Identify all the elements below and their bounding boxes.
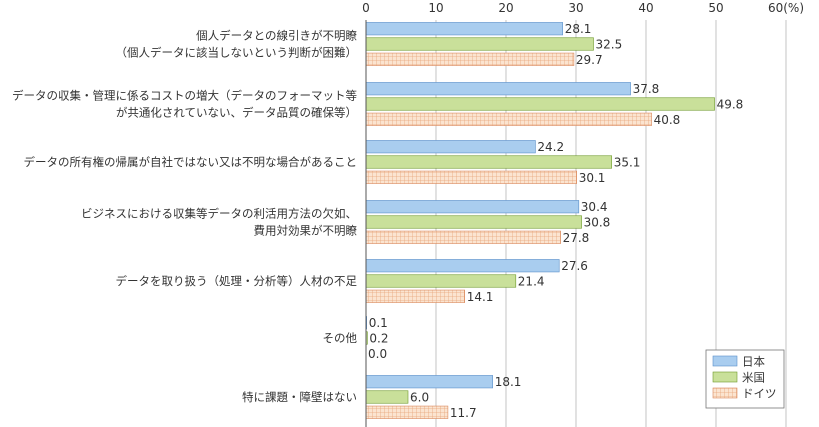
- category-label: が共通化されていない、データ品質の確保等）: [116, 106, 357, 120]
- category-labels: 個人データとの線引きが不明瞭 （個人データに該当しないという判断が困難） データの収…: [12, 29, 357, 405]
- legend-label: 日本: [742, 355, 765, 369]
- data-label: 14.1: [467, 290, 494, 304]
- category-label: （個人データに該当しないという判断が困難）: [116, 46, 358, 60]
- category-label: データの所有権の帰属が自社ではない又は不明な場合があること: [24, 155, 358, 169]
- data-label: 30.4: [581, 200, 608, 214]
- bar: [365, 274, 517, 288]
- bar: [365, 259, 560, 273]
- data-label: 27.8: [563, 231, 590, 245]
- category-label: ビジネスにおける収集等データの利活用方法の欠如、: [81, 207, 357, 221]
- category-label: 費用対効果が不明瞭: [254, 224, 358, 238]
- bar: [365, 97, 715, 111]
- bar: [365, 405, 449, 419]
- data-label: 21.4: [518, 275, 545, 289]
- data-label: 6.0: [410, 391, 429, 405]
- data-label: 35.1: [614, 156, 641, 170]
- x-tick-label: 20: [498, 1, 513, 15]
- bar: [365, 200, 580, 214]
- bar: [365, 170, 577, 184]
- data-label: 0.1: [369, 316, 388, 330]
- legend-label: ドイツ: [742, 387, 777, 401]
- x-tick-label: 40: [638, 1, 653, 15]
- data-label: 30.1: [579, 171, 606, 185]
- x-tick-label: 60(%): [768, 1, 804, 15]
- bar: [365, 375, 493, 389]
- bar: [365, 390, 409, 404]
- legend-swatch: [712, 387, 738, 399]
- legend-swatch: [712, 355, 738, 367]
- data-label: 11.7: [450, 406, 477, 420]
- x-tick-label: 50: [708, 1, 723, 15]
- bar: [365, 82, 631, 96]
- data-label: 29.7: [576, 53, 603, 67]
- category-label: データの収集・管理に係るコストの増大（データのフォーマット等: [12, 89, 357, 103]
- bar: [365, 37, 594, 51]
- data-label: 49.8: [717, 98, 744, 112]
- value-labels: 28.1 37.8 24.2 30.4 27.6 0.1 18.1 32.5 49.8 35.1 3…: [368, 22, 743, 420]
- data-label: 18.1: [495, 375, 522, 389]
- legend-swatch: [712, 371, 738, 383]
- data-label: 0.2: [369, 332, 388, 346]
- data-label: 40.8: [654, 113, 681, 127]
- x-tick-label: 0: [362, 1, 370, 15]
- x-tick-label: 30: [568, 1, 583, 15]
- category-label: その他: [323, 331, 358, 345]
- category-label: 個人データとの線引きが不明瞭: [196, 29, 357, 43]
- category-label: データを取り扱う（処理・分析等）人材の不足: [116, 274, 358, 288]
- legend-label: 米国: [742, 371, 765, 385]
- data-label: 24.2: [537, 140, 564, 154]
- category-label: 特に課題・障壁はない: [242, 390, 357, 404]
- bar: [365, 22, 563, 36]
- data-label: 32.5: [596, 38, 623, 52]
- bar: [365, 140, 536, 154]
- bar: [365, 215, 582, 229]
- bar: [365, 155, 612, 169]
- bar: [365, 52, 575, 66]
- bar: [365, 230, 561, 244]
- x-axis-ticks: 0 10 20 30 40 50 60(%): [362, 1, 804, 15]
- data-label: 28.1: [565, 22, 592, 36]
- data-label: 37.8: [633, 82, 660, 96]
- data-label: 27.6: [561, 259, 588, 273]
- bars: [365, 22, 715, 419]
- data-label: 0.0: [368, 347, 387, 361]
- bar: [365, 289, 465, 303]
- bar: [365, 112, 652, 126]
- data-label: 30.8: [584, 216, 611, 230]
- x-tick-label: 10: [428, 1, 443, 15]
